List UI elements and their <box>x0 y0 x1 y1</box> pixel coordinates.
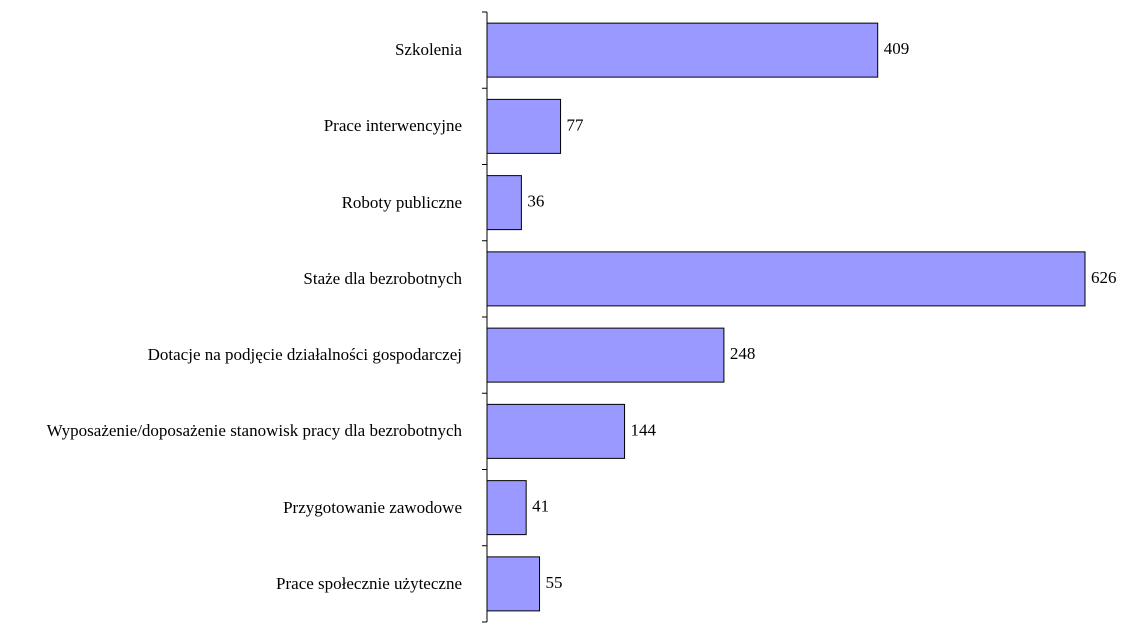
data-label: 36 <box>527 192 544 211</box>
data-label: 41 <box>532 497 549 516</box>
category-text: Dotacje na podjęcie działalności gospoda… <box>147 345 462 365</box>
category-label: Prace interwencyjne <box>2 113 462 139</box>
category-label: Staże dla bezrobotnych <box>2 266 462 292</box>
bar <box>486 22 879 78</box>
category-text: Przygotowanie zawodowe <box>283 497 462 517</box>
category-text: Prace społecznie użyteczne <box>276 573 462 593</box>
data-label: 144 <box>631 420 657 439</box>
data-label: 248 <box>730 344 756 363</box>
category-label: Szkolenia <box>2 37 462 63</box>
bar <box>486 403 626 459</box>
category-text: Roboty publiczne <box>341 192 462 212</box>
category-label: Wyposażenie/doposażenie stanowisk pracy … <box>2 418 462 444</box>
category-label: Roboty publiczne <box>2 190 462 216</box>
data-label: 77 <box>567 115 585 134</box>
bar <box>486 327 725 383</box>
category-text: Wyposażenie/doposażenie stanowisk pracy … <box>46 421 462 441</box>
data-label: 409 <box>884 39 910 58</box>
category-text: Staże dla bezrobotnych <box>303 268 462 288</box>
bar <box>486 175 522 231</box>
bar <box>486 556 541 612</box>
category-text: Prace interwencyjne <box>323 116 462 136</box>
bar <box>486 251 1086 307</box>
data-label: 55 <box>546 573 563 592</box>
bar <box>486 98 562 154</box>
category-text: Szkolenia <box>394 40 462 60</box>
bar <box>486 480 527 536</box>
data-label: 626 <box>1091 268 1117 287</box>
category-label: Przygotowanie zawodowe <box>2 495 462 521</box>
category-label: Dotacje na podjęcie działalności gospoda… <box>2 342 462 368</box>
category-label: Prace społecznie użyteczne <box>2 571 462 597</box>
